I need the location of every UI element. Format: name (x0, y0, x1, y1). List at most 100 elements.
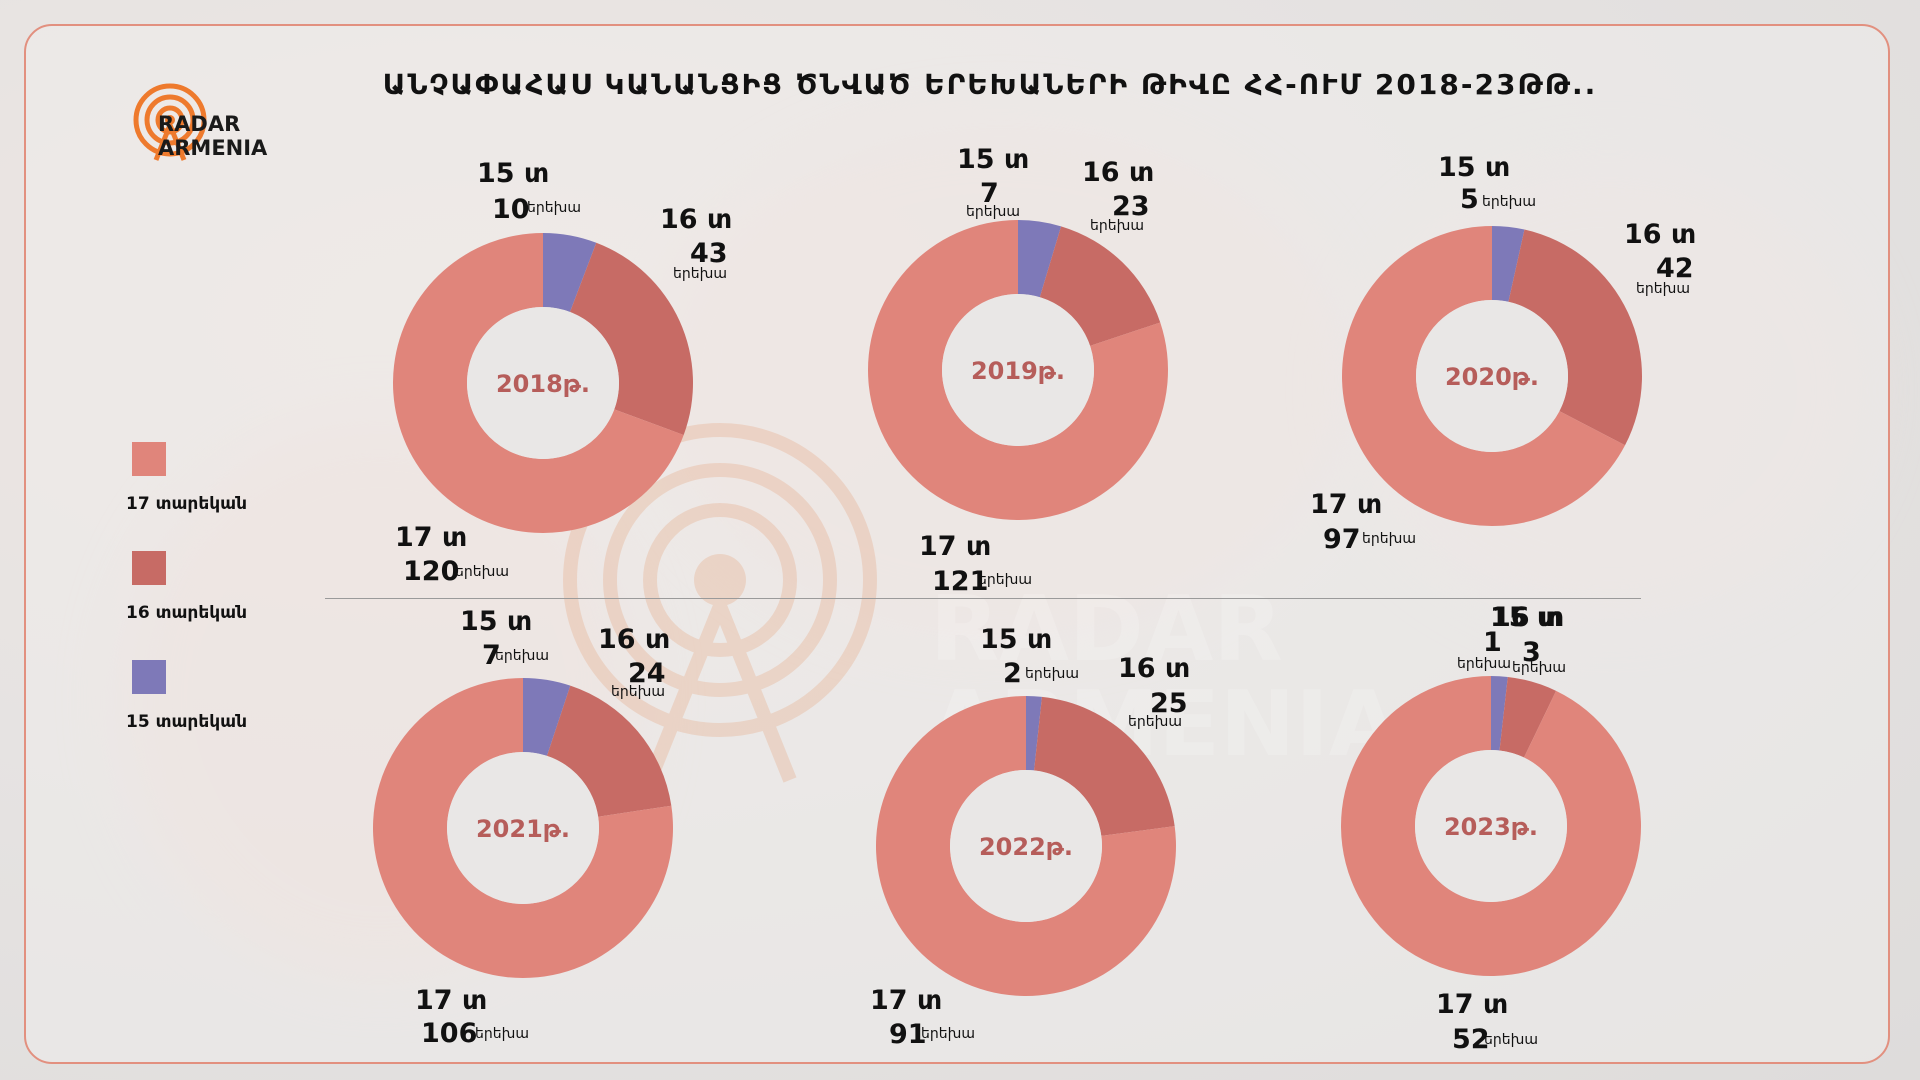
data-label-age: 17 տ (919, 531, 991, 562)
donut-center-label: 2023թ. (1444, 813, 1538, 841)
data-label-value: 25 (1150, 688, 1188, 719)
data-label-value: 97 (1323, 524, 1361, 555)
donut-slice (543, 233, 597, 312)
donut-slice (1499, 676, 1557, 758)
data-label-unit: երեխա (966, 204, 1020, 220)
brand-line-1: RADAR (158, 112, 241, 136)
data-label-unit: երեխա (1457, 656, 1511, 672)
donut-slice (868, 220, 1169, 520)
data-label-unit: երեխա (673, 266, 727, 282)
data-label-unit: երեխա (1090, 218, 1144, 234)
donut-slice (1026, 696, 1042, 771)
data-label-age: 16 տ (1624, 219, 1696, 250)
data-label-unit: երեխա (611, 684, 665, 700)
data-label-unit: երեխա (1025, 666, 1079, 682)
donut-hole (447, 752, 599, 904)
page-title: ԱՆՉԱՓԱՀԱՍ ԿԱՆԱՆՑԻՑ ԾՆՎԱԾ ԵՐԵԽԱՆԵՐԻ ԹԻՎԸ … (382, 68, 1598, 101)
data-label-unit: երեխա (1482, 194, 1536, 210)
legend-item-15: 15 տարեկան (126, 660, 247, 732)
data-label-value: 1 (1483, 627, 1502, 658)
data-label-age: 15 տ (1490, 602, 1562, 633)
data-label-unit: երեխա (978, 572, 1032, 588)
data-label-age: 17 տ (415, 985, 487, 1016)
data-label-age: 15 տ (477, 158, 549, 189)
donut-slice (1508, 229, 1642, 446)
data-label-value: 43 (690, 238, 728, 269)
data-label-unit: երեխա (921, 1026, 975, 1042)
legend-label-17: 17 տարեկան (126, 494, 248, 514)
brand-name: RADAR ARMENIA (158, 112, 267, 160)
legend-item-16: 16 տարեկան (126, 551, 247, 623)
data-label-age: 16 տ (1492, 602, 1564, 633)
donut-slice (1034, 696, 1175, 836)
data-label-value: 106 (421, 1018, 477, 1049)
data-label-unit: երեխա (495, 648, 549, 664)
data-label-age: 17 տ (1310, 489, 1382, 520)
data-label-age: 15 տ (980, 624, 1052, 655)
donut-slice (393, 233, 684, 533)
donut-slice (546, 685, 672, 817)
data-label-value: 52 (1452, 1024, 1490, 1055)
data-label-age: 17 տ (1436, 989, 1508, 1020)
data-label-unit: երեխա (455, 564, 509, 580)
data-label-age: 17 տ (395, 522, 467, 553)
row-divider (325, 598, 1641, 599)
data-label-age: 15 տ (957, 144, 1029, 175)
data-label-value: 91 (889, 1019, 927, 1050)
donut-slice (569, 242, 693, 436)
legend-swatch-15 (132, 660, 166, 694)
data-label-unit: երեխա (1512, 660, 1566, 676)
donut-slice (373, 678, 673, 979)
donut-hole (942, 294, 1094, 446)
donut-slice (1491, 676, 1508, 751)
data-label-age: 15 տ (1438, 152, 1510, 183)
donut-slice (1039, 226, 1161, 346)
data-label-unit: երեխա (1128, 714, 1182, 730)
data-label-unit: երեխա (475, 1026, 529, 1042)
donut-center-label: 2018թ. (496, 370, 590, 398)
data-label-age: 16 տ (660, 204, 732, 235)
data-label-unit: երեխա (1636, 281, 1690, 297)
donut-hole (950, 770, 1102, 922)
data-label-age: 16 տ (598, 624, 670, 655)
data-label-value: 7 (482, 640, 501, 671)
donut-center-label: 2020թ. (1445, 363, 1539, 391)
brand-line-2: ARMENIA (158, 136, 268, 160)
data-label-value: 23 (1112, 191, 1150, 222)
data-label-age: 16 տ (1082, 157, 1154, 188)
data-label-value: 10 (492, 194, 530, 225)
donut-slice (876, 696, 1177, 997)
legend-label-15: 15 տարեկան (126, 712, 248, 732)
donut-slice (1340, 676, 1641, 976)
data-label-unit: երեխա (1362, 531, 1416, 547)
donut-slice (1492, 226, 1525, 302)
donut-hole (1415, 750, 1567, 902)
legend-swatch-17 (132, 442, 166, 476)
donut-hole (467, 307, 619, 459)
donut-slice (523, 678, 571, 756)
donut-center-label: 2022թ. (979, 833, 1073, 861)
data-label-unit: երեխա (527, 200, 581, 216)
data-label-value: 42 (1656, 253, 1694, 284)
legend-item-17: 17 տարեկան (126, 442, 247, 514)
data-label-value: 24 (628, 658, 666, 689)
donut-center-label: 2021թ. (476, 815, 570, 843)
donut-hole (1416, 300, 1568, 452)
donut-slice (1342, 226, 1626, 526)
data-label-age: 17 տ (870, 985, 942, 1016)
data-label-unit: երեխա (1484, 1032, 1538, 1048)
data-label-value: 5 (1460, 184, 1479, 215)
data-label-age: 15 տ (460, 606, 532, 637)
legend-label-16: 16 տարեկան (126, 603, 248, 623)
legend-swatch-16 (132, 551, 166, 585)
data-label-value: 7 (980, 178, 999, 209)
donut-slice (1018, 220, 1062, 298)
data-label-value: 2 (1003, 658, 1022, 689)
data-label-value: 3 (1522, 637, 1541, 668)
data-label-age: 16 տ (1118, 653, 1190, 684)
data-label-value: 121 (932, 566, 988, 597)
donut-center-label: 2019թ. (971, 357, 1065, 385)
radar-logo-icon (133, 83, 207, 161)
data-label-value: 120 (403, 556, 459, 587)
